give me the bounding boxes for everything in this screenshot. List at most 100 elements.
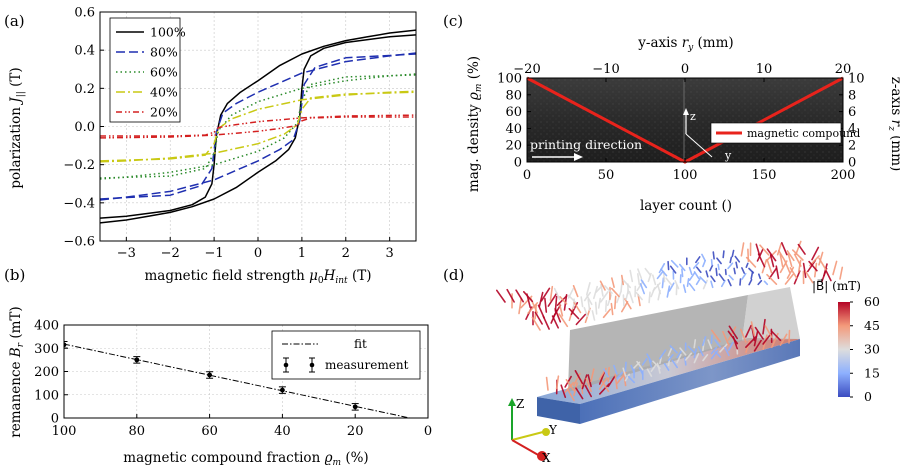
y-axis-label-c: mag. density ϱm (%)	[466, 56, 484, 192]
legend-magnetic-label: magnetic compound	[747, 127, 860, 140]
hysteresis-lower-20pct	[100, 116, 416, 139]
hysteresis-lower-40pct	[100, 91, 416, 163]
legend-b: fit measurement	[271, 330, 421, 380]
hysteresis-upper-80pct	[100, 52, 416, 200]
tick-label-x-b: 100	[52, 424, 77, 439]
field-arrows-bottom	[545, 318, 791, 402]
printing-direction-arrow	[532, 153, 583, 161]
tick-label-right-c: 8	[848, 88, 856, 103]
tick-label-y-a: 0.4	[74, 44, 95, 59]
field-render-3d	[495, 240, 844, 424]
legend-c: magnetic compound	[710, 122, 860, 144]
tick-label-y-b: 200	[34, 365, 59, 380]
tick-label-right-c: 2	[848, 139, 856, 154]
tick-label-x-a: −1	[205, 246, 224, 261]
vertical-slab	[568, 295, 748, 392]
right-axis-label-c: z-axis rz (mm)	[886, 77, 900, 172]
vertical-slab-side	[742, 287, 800, 341]
tick-label-right-c: 4	[848, 122, 856, 137]
hysteresis-upper-40pct	[100, 90, 416, 162]
tick-label-x-c: 50	[598, 168, 615, 183]
tick-label-right-c: 10	[848, 72, 865, 87]
tick-label-y-a: 0.2	[74, 82, 95, 97]
printing-direction-label: printing direction	[530, 137, 642, 152]
measurement-point	[278, 386, 286, 394]
tick-label-x-a: 2	[342, 246, 350, 261]
tick-label-y-a: −0.2	[63, 158, 95, 173]
tick-label-x-c: 150	[752, 168, 777, 183]
tick-label-y-c: 100	[497, 72, 522, 87]
triad-y-label: Y	[548, 423, 558, 437]
panel-label-d: (d)	[443, 266, 464, 284]
tick-label-y-b: 400	[34, 319, 59, 334]
y-axis-label-a: polarization J|| (T)	[8, 67, 26, 188]
bottom-plate-side	[580, 339, 800, 424]
tick-label-y-c: 40	[505, 122, 522, 137]
svg-text:z: z	[690, 110, 696, 123]
hysteresis-lower-100pct	[100, 34, 416, 224]
panel-label-c: (c)	[443, 12, 463, 30]
tick-label-y-c: 0	[514, 156, 522, 171]
legend-label-a: 40%	[150, 85, 178, 100]
legend-fit-label: fit	[354, 337, 367, 351]
triad-x-label: X	[542, 451, 551, 465]
panel-d: (d) Z Y X |B⃗| (mT)	[443, 240, 880, 465]
measurement-point	[133, 356, 141, 364]
tick-label-y-c: 20	[505, 139, 522, 154]
tick-label-x-b: 0	[424, 424, 432, 439]
tick-label-x-a: −2	[161, 246, 180, 261]
panel-label-a: (a)	[4, 12, 25, 30]
y-axis-label-b: remanence Br (mT)	[8, 306, 26, 437]
tick-label-x-c: 0	[523, 168, 531, 183]
tick-label-y-b: 300	[34, 342, 59, 357]
legend-label-a: 100%	[150, 25, 186, 40]
x-axis-label-c: layer count ()	[640, 198, 732, 214]
colorbar-tick-label: 0	[864, 389, 872, 404]
hysteresis-upper-100pct	[100, 29, 416, 219]
colorbar-title: |B⃗| (mT)	[812, 278, 861, 293]
x-axis-label-a: magnetic field strength μ0Hint (T)	[145, 268, 372, 286]
hysteresis-upper-60pct	[100, 73, 416, 179]
tick-label-y-a: 0.0	[74, 120, 95, 135]
field-arrows-top	[495, 240, 844, 331]
tick-label-y-b: 100	[34, 388, 59, 403]
tick-label-x-c: 100	[673, 168, 698, 183]
x-axis-label-b: magnetic compound fraction ϱm (%)	[123, 450, 368, 468]
legend-label-a: 20%	[150, 105, 178, 120]
tick-label-right-c: 6	[848, 105, 856, 120]
tick-label-x-b: 80	[129, 424, 146, 439]
photo-axis-triad: z y	[683, 108, 732, 162]
tick-label-x-b: 20	[347, 424, 364, 439]
legend-a: 100% 80% 60% 40% 20%	[109, 17, 186, 123]
tick-label-x-a: −3	[117, 246, 136, 261]
colorbar: |B⃗| (mT) 0 15 30 45 60	[812, 278, 880, 404]
colorbar-gradient	[838, 302, 850, 397]
triad-z-label: Z	[516, 397, 524, 411]
tick-label-y-c: 60	[505, 105, 522, 120]
top-axis-label-c: y-axis ry (mm)	[637, 35, 733, 53]
colorbar-tick-label: 45	[864, 318, 880, 333]
bottom-plate-top	[537, 338, 800, 404]
legend-measurement-swatch	[283, 357, 315, 373]
colorbar-tick-label: 30	[864, 342, 880, 357]
tick-label-right-c: 0	[848, 156, 856, 171]
panel-a: (a) −3 −2 −1 0 1 2 3 −0.6 −0.4 −0.2 0.0 0.2 0.4 0.6 m…	[4, 6, 417, 286]
svg-text:y: y	[724, 149, 732, 162]
hysteresis-lower-60pct	[100, 74, 416, 180]
tick-label-top-c: 20	[835, 62, 852, 77]
tick-label-y-a: 0.6	[74, 6, 95, 21]
measurement-point	[206, 371, 214, 379]
tick-label-top-c: 0	[681, 62, 689, 77]
measurement-point	[351, 403, 359, 411]
tick-label-top-c: 10	[756, 62, 773, 77]
hysteresis-lower-80pct	[100, 53, 416, 201]
tick-label-y-c: 80	[505, 88, 522, 103]
legend-measurement-label: measurement	[325, 358, 409, 372]
tick-label-x-c: 200	[831, 168, 856, 183]
legend-label-a: 80%	[150, 45, 178, 60]
legend-label-a: 60%	[150, 65, 178, 80]
tick-label-x-b: 40	[274, 424, 291, 439]
tick-label-x-b: 60	[201, 424, 218, 439]
